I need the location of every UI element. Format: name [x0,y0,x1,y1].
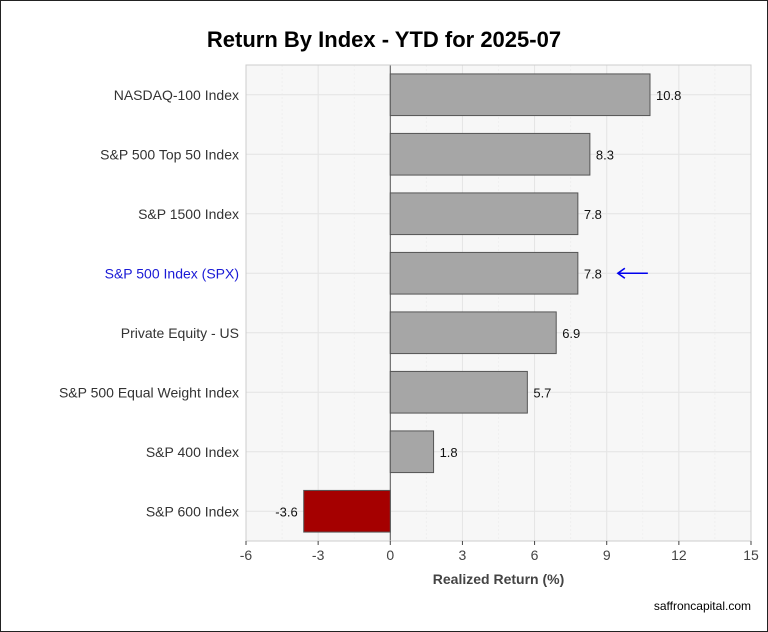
category-label-2: S&P 1500 Index [138,206,239,222]
value-label-4: 6.9 [562,326,580,341]
chart-title: Return By Index - YTD for 2025-07 [206,27,562,52]
category-label-4: Private Equity - US [121,325,239,341]
value-label-0: 10.8 [656,88,681,103]
highlight-arrow-head [616,267,626,279]
x-tick-label: 15 [743,547,759,563]
bar-4 [389,311,557,355]
category-label-1: S&P 500 Top 50 Index [100,146,239,162]
value-label-5: 5.7 [533,385,551,400]
x-tick-label: -3 [312,547,325,563]
value-label-7: -3.6 [275,504,297,519]
x-tick-label: -6 [240,547,253,563]
category-label-0: NASDAQ-100 Index [114,87,239,103]
value-label-3: 7.8 [584,266,602,281]
category-label-7: S&P 600 Index [146,503,239,519]
x-axis-title: Realized Return (%) [433,571,564,587]
x-tick-label: 12 [671,547,687,563]
category-label-3: S&P 500 Index (SPX) [105,265,239,281]
bar-6 [389,430,435,474]
value-label-6: 1.8 [440,445,458,460]
bar-7 [303,489,391,533]
bar-0 [389,73,651,117]
value-label-1: 8.3 [596,147,614,162]
value-label-2: 7.8 [584,207,602,222]
x-tick-label: 9 [603,547,611,563]
x-tick-label: 6 [531,547,539,563]
category-label-5: S&P 500 Equal Weight Index [59,384,239,400]
bar-5 [389,370,528,414]
source-note: saffroncapital.com [653,599,751,613]
plot-border [245,64,752,542]
x-tick-label: 0 [386,547,394,563]
category-label-6: S&P 400 Index [146,444,239,460]
bar-3 [389,251,579,295]
bar-2 [389,192,579,236]
bar-1 [389,132,591,176]
x-tick-label: 3 [459,547,467,563]
